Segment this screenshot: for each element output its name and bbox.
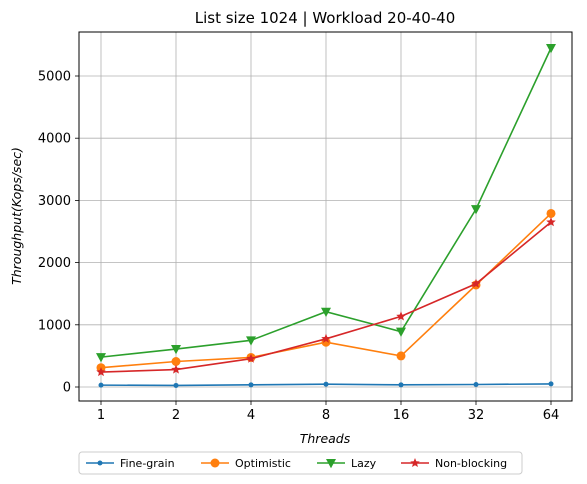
data-point-optimistic (171, 356, 181, 366)
legend-swatch-marker (326, 459, 336, 469)
data-point-lazy (546, 44, 556, 54)
legend-swatch-marker (410, 458, 420, 468)
plot-frame (78, 31, 573, 402)
legend-label: Optimistic (235, 457, 291, 470)
axes: 1 2 4 8 16 32 64 0 1000 2000 3000 4000 5000 (38, 70, 559, 424)
legend: Fine-grain Optimistic Lazy Non-blocking (78, 451, 523, 475)
series-non-blocking (96, 217, 556, 377)
legend-item-fine-grain: Fine-grain (86, 457, 175, 470)
x-tick-label: 1 (97, 408, 105, 423)
data-point-non-blocking (471, 278, 481, 288)
data-point-non-blocking (321, 333, 331, 343)
y-tick-label: 0 (63, 381, 71, 396)
y-tick-label: 4000 (38, 132, 71, 147)
data-point-lazy (171, 345, 181, 355)
legend-item-non-blocking: Non-blocking (401, 457, 507, 470)
data-point-lazy (96, 353, 106, 363)
x-tick-label: 4 (247, 408, 255, 423)
grid (79, 32, 572, 401)
data-point-lazy (246, 336, 256, 346)
x-tick-label: 8 (322, 408, 330, 423)
legend-label: Non-blocking (435, 457, 507, 470)
y-tick-label: 3000 (38, 194, 71, 209)
data-point-non-blocking (96, 367, 106, 377)
data-point-fine-grain (248, 382, 254, 388)
y-tick-label: 2000 (38, 256, 71, 271)
chart-title: List size 1024 | Workload 20-40-40 (195, 9, 456, 27)
data-point-lazy (321, 307, 331, 317)
data-point-lazy (396, 327, 406, 337)
data-point-non-blocking (246, 353, 256, 363)
data-point-non-blocking (396, 311, 406, 321)
y-tick-label: 1000 (38, 318, 71, 333)
data-point-optimistic (396, 351, 406, 361)
x-axis-label: Threads (300, 431, 351, 446)
legend-label: Fine-grain (120, 457, 175, 470)
x-tick-label: 16 (393, 408, 410, 423)
data-point-fine-grain (98, 382, 104, 388)
data-point-non-blocking (546, 217, 556, 227)
legend-box (78, 451, 523, 475)
data-point-fine-grain (548, 381, 554, 387)
legend-swatch-marker (210, 458, 220, 468)
legend-label: Lazy (351, 457, 377, 470)
x-tick-label: 64 (543, 408, 560, 423)
data-point-non-blocking (171, 364, 181, 374)
data-point-fine-grain (323, 381, 329, 387)
legend-swatch-marker (97, 460, 103, 466)
series-lazy (96, 44, 556, 363)
plot-area (96, 44, 556, 388)
data-point-fine-grain (473, 382, 479, 388)
series-fine-grain (98, 381, 554, 388)
x-tick-label: 2 (172, 408, 180, 423)
legend-item-lazy: Lazy (317, 457, 377, 470)
y-axis-label: Throughput(Kops/sec) (9, 147, 24, 285)
data-point-fine-grain (173, 382, 179, 388)
y-tick-label: 5000 (38, 70, 71, 85)
legend-item-optimistic: Optimistic (201, 457, 291, 470)
x-tick-label: 32 (468, 408, 485, 423)
data-point-lazy (471, 205, 481, 215)
data-point-optimistic (546, 208, 556, 218)
data-point-fine-grain (398, 382, 404, 388)
